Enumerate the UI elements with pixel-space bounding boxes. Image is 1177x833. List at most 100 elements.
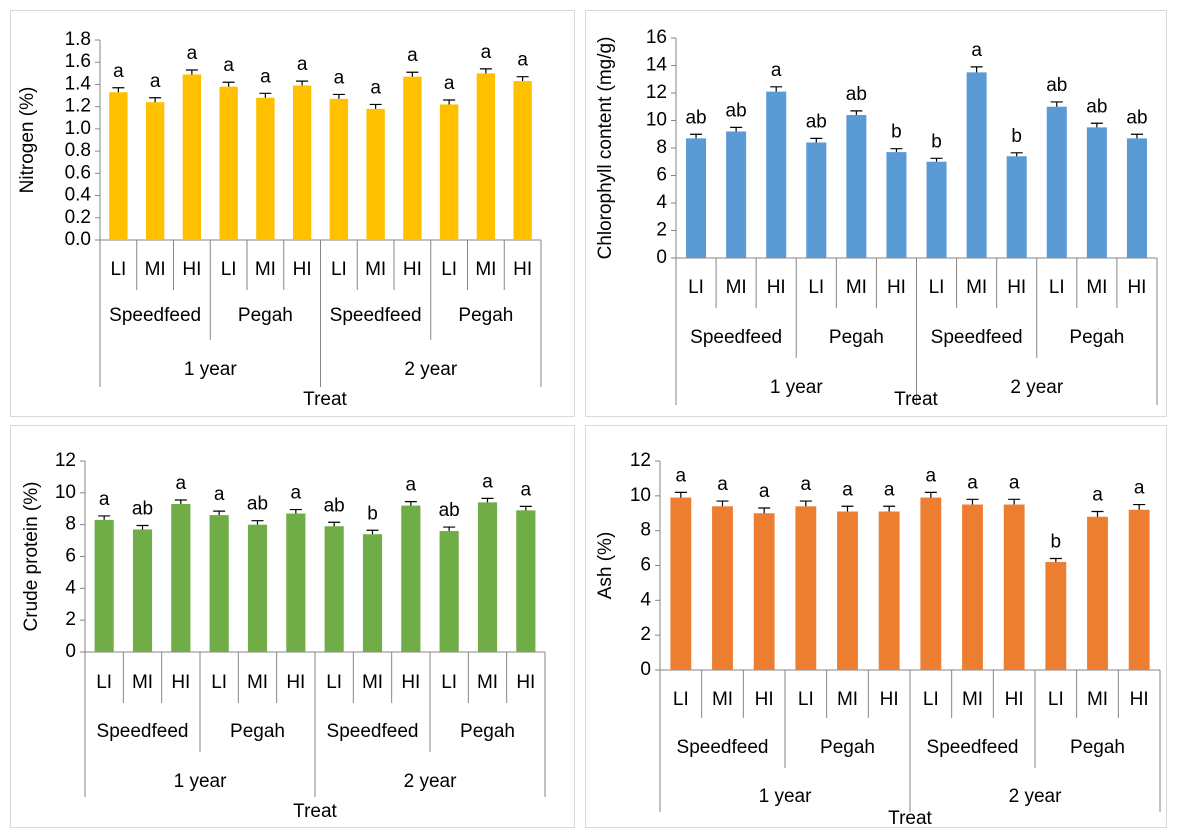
x-tick-label: HI (767, 277, 786, 298)
bar (806, 142, 827, 258)
y-tick-label: 0 (640, 659, 651, 680)
x-tick-label: LI (110, 259, 126, 280)
panel-frame (10, 10, 575, 417)
group-label: Pegah (458, 305, 513, 326)
y-tick-label: 12 (630, 450, 651, 471)
x-tick-label: HI (1005, 689, 1024, 710)
significance-letter: a (481, 42, 492, 63)
x-tick-label: MI (1087, 689, 1108, 710)
panel-frame (585, 425, 1167, 828)
bar (920, 497, 942, 670)
y-axis-title: Chlorophyll content (mg/g) (595, 37, 616, 260)
error-bar (770, 86, 783, 92)
bar (670, 497, 692, 670)
error-bar (1010, 152, 1023, 157)
significance-letter: ab (806, 111, 827, 132)
group-label: Speedfeed (330, 305, 422, 326)
significance-letter: a (260, 66, 271, 87)
x-tick-label: LI (688, 277, 704, 298)
error-bar (222, 81, 235, 87)
error-bar (516, 76, 529, 82)
y-tick-label: 10 (646, 110, 667, 131)
group-label: Pegah (460, 721, 515, 742)
significance-letter: ab (1126, 107, 1147, 128)
significance-letter: a (1092, 485, 1103, 506)
y-tick-label: 0.0 (65, 229, 91, 250)
significance-letter: b (1011, 126, 1022, 147)
x-tick-label: HI (513, 259, 532, 280)
bar (477, 502, 498, 652)
x-tick-label: HI (182, 259, 201, 280)
bar (286, 513, 306, 652)
error-bar (112, 87, 125, 93)
y-tick-label: 6 (656, 165, 667, 186)
bar (513, 81, 532, 240)
significance-letter: a (370, 77, 381, 98)
x-tick-label: HI (403, 259, 422, 280)
error-bar (251, 520, 264, 525)
bar (962, 504, 983, 670)
year-label: 2 year (404, 359, 457, 380)
significance-letter: a (223, 55, 234, 76)
significance-letter: a (1134, 478, 1145, 499)
bar (94, 519, 114, 652)
x-tick-label: MI (966, 277, 987, 298)
bar (686, 138, 707, 258)
bar (439, 104, 459, 240)
x-tick-label: HI (516, 672, 535, 693)
x-tick-label: HI (1127, 277, 1146, 298)
error-bar (136, 524, 149, 530)
error-bar (328, 521, 341, 527)
significance-letter: a (521, 479, 532, 500)
error-bar (149, 97, 162, 103)
group-label: Pegah (238, 305, 293, 326)
error-bar (890, 148, 903, 153)
x-tick-label: MI (145, 259, 166, 280)
error-bar (406, 71, 419, 77)
group-label: Speedfeed (690, 327, 782, 348)
group-label: Pegah (230, 721, 285, 742)
x-tick-label: LI (923, 689, 939, 710)
group-label: Pegah (1069, 327, 1124, 348)
x-tick-label: HI (755, 689, 774, 710)
significance-letter: a (971, 40, 982, 61)
error-bar (883, 505, 896, 512)
x-tick-label: MI (475, 259, 496, 280)
significance-letter: a (967, 472, 978, 493)
y-tick-label: 0.2 (65, 207, 91, 228)
y-tick-label: 16 (646, 27, 667, 48)
y-tick-label: 4 (640, 589, 651, 610)
group-label: Speedfeed (327, 721, 419, 742)
group-label: Speedfeed (931, 327, 1023, 348)
bar (403, 76, 422, 241)
significance-letter: ab (247, 494, 268, 515)
significance-letter: a (176, 473, 187, 494)
error-bar (213, 510, 226, 516)
error-bar (1049, 557, 1062, 563)
y-tick-label: 1.0 (65, 118, 91, 139)
x-tick-label: LI (96, 672, 112, 693)
y-tick-label: 1.6 (65, 51, 91, 72)
bar (1046, 106, 1067, 258)
error-bar (1091, 510, 1104, 517)
error-bar (443, 99, 456, 105)
x-tick-label: LI (441, 672, 457, 693)
error-bar (174, 499, 187, 504)
y-tick-label: 6 (640, 555, 651, 576)
significance-letter: b (931, 131, 942, 152)
x-tick-label: MI (362, 672, 383, 693)
x-tick-label: LI (808, 277, 824, 298)
bar (516, 510, 536, 652)
x-tick-label: MI (712, 689, 733, 710)
y-tick-label: 1.8 (65, 29, 91, 50)
error-bar (1050, 101, 1063, 107)
bar (324, 526, 344, 652)
x-tick-label: MI (837, 689, 858, 710)
bar (837, 511, 858, 670)
group-label: Speedfeed (109, 305, 201, 326)
y-tick-label: 2 (640, 624, 651, 645)
x-tick-label: MI (726, 277, 747, 298)
bar (209, 515, 229, 652)
significance-letter: a (771, 60, 782, 81)
significance-letter: a (676, 465, 687, 486)
